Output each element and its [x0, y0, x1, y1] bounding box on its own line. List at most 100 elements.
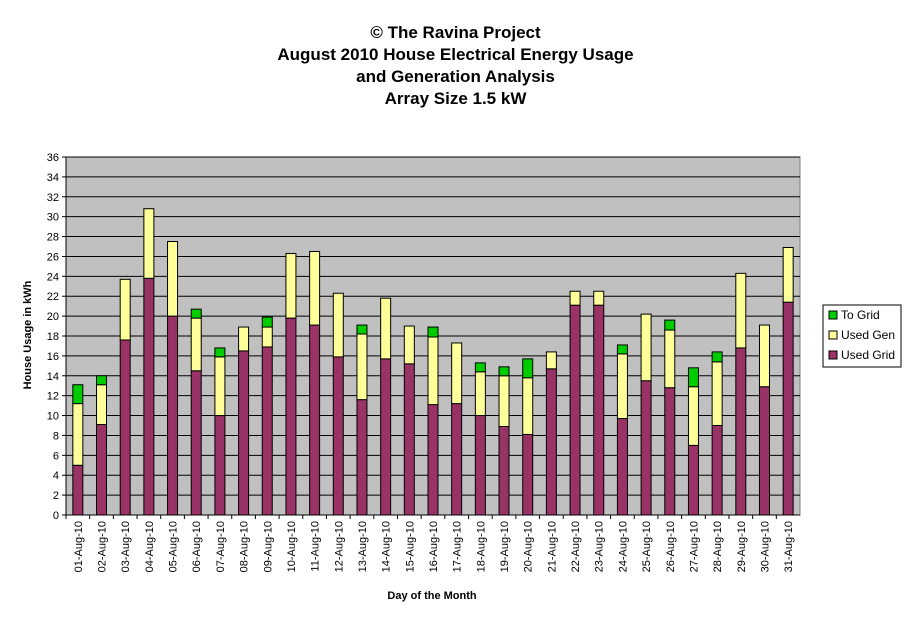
y-tick-label: 24: [47, 271, 59, 283]
bar-used-grid: [616, 418, 628, 516]
bar-used-gen: [332, 292, 344, 358]
y-tick-label: 28: [47, 232, 59, 244]
y-axis-title: House Usage in kWh: [22, 280, 34, 389]
x-tick-label: 02-Aug-10: [97, 521, 109, 572]
bar-used-grid: [356, 399, 368, 516]
x-tick-label: 06-Aug-10: [191, 521, 203, 572]
x-tick-label: 21-Aug-10: [546, 521, 558, 572]
y-tick-label: 26: [47, 251, 59, 263]
legend-swatch-used-grid: [828, 350, 838, 360]
y-tick-label: 12: [47, 391, 59, 403]
x-tick-label: 05-Aug-10: [168, 521, 180, 572]
legend: To Grid Used Gen Used Grid: [822, 304, 902, 368]
bar-used-gen: [214, 356, 226, 417]
y-tick-label: 14: [47, 371, 59, 383]
x-tick-label: 16-Aug-10: [428, 521, 440, 572]
x-tick-label: 22-Aug-10: [570, 521, 582, 572]
y-tick-label: 18: [47, 331, 59, 343]
bar-used-gen: [380, 297, 392, 360]
bar-used-grid: [735, 347, 747, 516]
x-tick-label: 12-Aug-10: [333, 521, 345, 572]
bar-used-grid: [427, 404, 439, 516]
bar-to-grid: [190, 308, 202, 319]
y-tick-label: 34: [47, 172, 59, 184]
bar-used-gen: [498, 375, 510, 427]
bar-used-gen: [167, 241, 179, 317]
bar-used-grid: [403, 363, 415, 516]
bar-used-grid: [498, 425, 510, 516]
x-tick-label: 26-Aug-10: [665, 521, 677, 572]
x-tick-label: 30-Aug-10: [759, 521, 771, 572]
y-tick-label: 10: [47, 411, 59, 423]
plot-area: 02468101214161820222426283032343601-Aug-…: [47, 152, 801, 572]
bar-to-grid: [498, 366, 510, 377]
bar-used-grid: [309, 324, 321, 516]
x-tick-label: 23-Aug-10: [594, 521, 606, 572]
bar-used-grid: [640, 380, 652, 516]
bar-to-grid: [522, 358, 534, 379]
bar-used-grid: [190, 370, 202, 516]
bar-to-grid: [214, 347, 226, 358]
y-tick-label: 30: [47, 212, 59, 224]
bar-used-grid: [593, 304, 605, 516]
x-tick-label: 13-Aug-10: [357, 521, 369, 572]
bar-used-grid: [143, 277, 155, 516]
bar-used-grid: [522, 433, 534, 516]
bar-used-gen: [427, 336, 439, 406]
x-tick-label: 01-Aug-10: [73, 521, 85, 572]
x-tick-label: 27-Aug-10: [688, 521, 700, 572]
y-tick-label: 36: [47, 152, 59, 164]
bar-used-grid: [782, 301, 794, 516]
y-tick-label: 16: [47, 351, 59, 363]
x-tick-label: 11-Aug-10: [310, 521, 322, 572]
x-tick-label: 25-Aug-10: [641, 521, 653, 572]
chart-title-line-3: and Generation Analysis: [356, 67, 555, 86]
bar-used-grid: [214, 415, 226, 516]
bar-used-grid: [238, 350, 250, 516]
legend-label-used-gen: Used Gen: [841, 328, 895, 342]
chart-title: © The Ravina Project August 2010 House E…: [0, 22, 911, 110]
bar-used-grid: [474, 415, 486, 516]
x-tick-label: 03-Aug-10: [120, 521, 132, 572]
bar-used-grid: [167, 315, 179, 516]
x-tick-label: 28-Aug-10: [712, 521, 724, 572]
bar-used-gen: [403, 325, 415, 365]
bar-to-grid: [664, 319, 676, 331]
bar-used-grid: [758, 386, 770, 516]
bar-used-gen: [735, 272, 747, 349]
x-tick-label: 18-Aug-10: [475, 521, 487, 572]
y-tick-label: 8: [53, 430, 59, 442]
legend-swatch-to-grid: [828, 310, 838, 320]
bar-used-gen: [96, 384, 108, 426]
bar-used-grid: [285, 317, 297, 516]
y-tick-label: 6: [53, 450, 59, 462]
bar-used-gen: [261, 326, 273, 348]
bar-used-gen: [522, 377, 534, 435]
bar-used-gen: [190, 317, 202, 372]
x-tick-label: 07-Aug-10: [215, 521, 227, 572]
bar-used-grid: [332, 356, 344, 516]
legend-swatch-used-gen: [828, 330, 838, 340]
bar-used-grid: [664, 387, 676, 516]
bar-to-grid: [356, 324, 368, 335]
bar-to-grid: [96, 375, 108, 386]
chart-title-line-4: Array Size 1.5 kW: [384, 89, 527, 108]
x-tick-label: 08-Aug-10: [239, 521, 251, 572]
x-axis-title: Day of the Month: [387, 590, 476, 602]
x-tick-label: 29-Aug-10: [736, 521, 748, 572]
bar-used-gen: [119, 278, 131, 341]
bar-used-grid: [261, 346, 273, 516]
y-tick-label: 20: [47, 311, 59, 323]
bar-to-grid: [711, 351, 723, 363]
bar-used-gen: [616, 353, 628, 420]
x-tick-label: 24-Aug-10: [617, 521, 629, 572]
bar-to-grid: [261, 316, 273, 328]
bar-used-grid: [687, 444, 699, 516]
bar-used-gen: [758, 324, 770, 388]
bar-used-grid: [545, 368, 557, 516]
bar-used-grid: [711, 425, 723, 516]
bar-used-grid: [569, 304, 581, 516]
bar-used-gen: [711, 361, 723, 427]
bar-used-gen: [640, 313, 652, 382]
bar-to-grid: [616, 344, 628, 355]
